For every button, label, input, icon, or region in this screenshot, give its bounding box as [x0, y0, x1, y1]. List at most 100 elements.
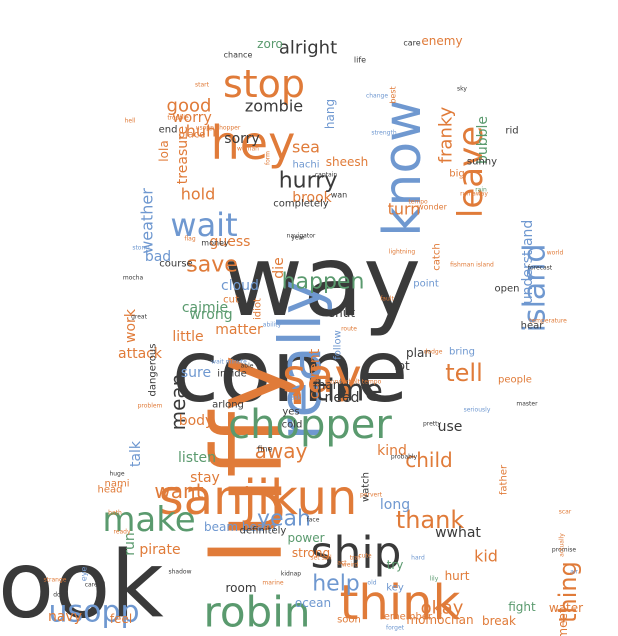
word-eye: eye	[80, 567, 89, 582]
word-lot: lot	[394, 359, 410, 373]
word-yes: yes	[282, 407, 299, 418]
word-long: long	[380, 497, 410, 513]
word-arlong: arlong	[212, 400, 244, 411]
word-storm: storm	[132, 245, 150, 252]
word-forget: forget	[386, 625, 405, 632]
word-people: people	[498, 375, 532, 386]
word-scar: scar	[559, 509, 572, 516]
word-navigator: navigator	[287, 233, 316, 240]
word-nami: nami	[105, 479, 130, 490]
word-probably: probably	[391, 454, 418, 461]
word-okay: okay	[421, 598, 464, 619]
word-hold: hold	[181, 185, 216, 204]
word-money: money	[201, 239, 229, 248]
word-careful: careful	[85, 582, 106, 589]
word-father: father	[499, 464, 510, 495]
word-cold: cold	[282, 420, 303, 431]
word-current: current	[307, 348, 323, 399]
word-big: big	[449, 169, 464, 180]
word-catch: catch	[432, 243, 443, 270]
word-actually: actually	[559, 533, 566, 557]
word-watch: watch	[361, 472, 372, 502]
word-help: help	[312, 572, 360, 597]
word-try: try	[387, 558, 404, 572]
word-time: time	[315, 374, 383, 409]
word-treasure: treasure	[175, 126, 191, 184]
word-worry: worry	[172, 110, 212, 126]
word-head: head	[98, 485, 123, 496]
word-place: place	[179, 130, 206, 141]
word-wait: wait	[170, 206, 237, 244]
word-great: great	[131, 314, 148, 321]
word-make: make	[102, 500, 195, 540]
word-yeah: yeah	[257, 507, 311, 532]
word-room: room	[225, 581, 256, 595]
word-sheesh: sheesh	[326, 155, 368, 169]
word-good: good	[167, 96, 212, 117]
word-want: want	[154, 479, 203, 503]
word-start: start	[195, 82, 210, 89]
word-promise: promise	[552, 547, 576, 554]
word-man: man	[314, 378, 341, 392]
word-mean: mean	[166, 374, 190, 431]
word-cute: cute	[358, 553, 371, 560]
word-pervert: pervert	[360, 492, 383, 499]
word-captain: captain	[315, 172, 337, 179]
word-sky: sky	[457, 86, 467, 93]
word-set-sail: set sail	[310, 555, 332, 562]
word-really: really	[266, 280, 334, 440]
word-bubble: bubble	[475, 116, 491, 164]
word-dangerous: dangerous	[148, 344, 159, 397]
word-fishman-island: fishman island	[450, 262, 494, 269]
word-wwhat: wwhat	[435, 525, 481, 541]
word-kid: kid	[474, 547, 498, 566]
word-mocha: mocha	[123, 275, 144, 282]
word-feel: feel	[110, 612, 132, 626]
word-usopp-chopper: usopp chopper	[196, 125, 241, 132]
word-weather: weather	[138, 188, 157, 254]
word-idiot: idiot	[253, 298, 264, 320]
word-act: act	[337, 560, 347, 567]
word-change: change	[366, 93, 388, 100]
word-completely: completely	[273, 199, 328, 210]
word-hey: hey	[211, 116, 296, 170]
word-shut: shut	[329, 306, 355, 320]
word-stay: stay	[190, 470, 220, 486]
word-use: use	[438, 419, 463, 435]
word-hard: hard	[411, 555, 425, 562]
word-ready: ready	[113, 529, 131, 536]
word-sunny: sunny	[467, 157, 497, 168]
word-sorry: sorry	[224, 131, 259, 147]
word-lily: lily	[430, 576, 439, 583]
word-forecast: forecast	[528, 265, 553, 272]
word-open: open	[495, 284, 520, 295]
word-say: say	[282, 349, 361, 403]
word-chance: chance	[224, 51, 253, 60]
word-temperature: temperature	[529, 318, 567, 325]
word-kind: kind	[377, 443, 407, 459]
word-little: little	[172, 329, 203, 345]
word-woman: woman	[237, 146, 259, 153]
word-zombie: zombie	[245, 97, 303, 116]
word-stop: stop	[223, 62, 305, 106]
word-key: key	[386, 583, 404, 594]
word-enemy: enemy	[421, 34, 462, 48]
word-wrong: wrong	[189, 307, 232, 323]
word-trouble: trouble	[167, 115, 189, 122]
word-care: care	[403, 39, 420, 48]
word-meet: meet	[556, 608, 570, 636]
word-ship: ship	[311, 528, 402, 579]
word-route: route	[341, 326, 357, 333]
word-hachi: hachi	[292, 160, 319, 171]
word-sanjikun: sanjikun	[159, 470, 358, 526]
word-thing: thing	[554, 561, 582, 623]
word-lightning: lightning	[389, 249, 416, 256]
word-power: power	[287, 531, 324, 545]
word-ability: ability	[263, 322, 282, 329]
word-brook: brook	[292, 190, 332, 206]
word-dodge: dodge	[424, 349, 443, 356]
word-problem: problem	[138, 403, 163, 410]
word-save: save	[186, 253, 238, 278]
word-child: child	[405, 448, 452, 472]
word-remember: remember	[380, 612, 433, 623]
